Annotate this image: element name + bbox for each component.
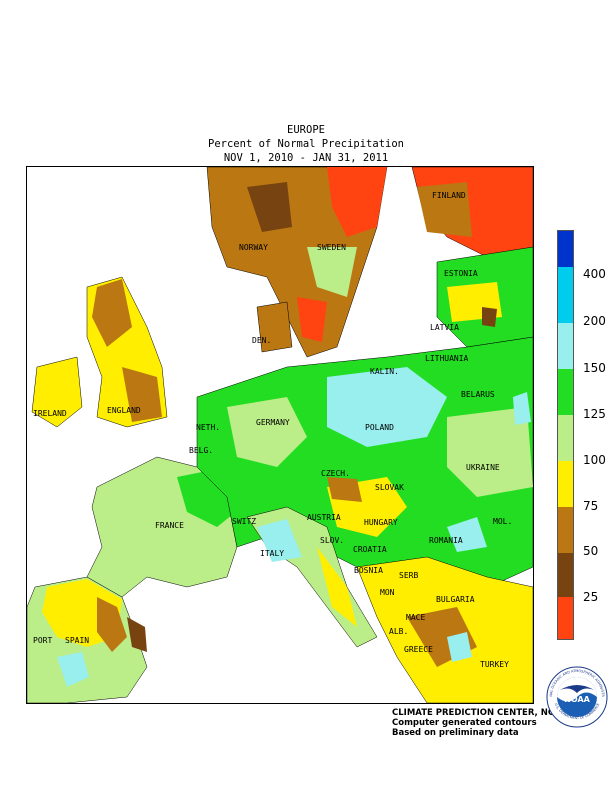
label-norway: NORWAY <box>239 243 268 252</box>
label-romania: ROMANIA <box>429 536 463 545</box>
zone-iberia-brown <box>97 597 127 652</box>
zone-poland-cyan <box>327 367 447 447</box>
label-neth: NETH. <box>196 423 221 432</box>
label-finland: FINLAND <box>432 191 466 200</box>
label-alb: ALB. <box>389 627 409 636</box>
zone-greece-cyan <box>447 632 472 662</box>
label-sweden: SWEDEN <box>317 243 346 252</box>
label-poland: POLAND <box>365 423 394 432</box>
label-germany: GERMANY <box>256 418 290 427</box>
label-greece: GREECE <box>404 645 433 654</box>
legend-swatch-50-75 <box>558 507 573 553</box>
label-belarus: BELARUS <box>461 390 495 399</box>
zone-italy-yellow <box>317 547 357 627</box>
label-latvia: LATVIA <box>430 323 459 332</box>
zone-italy-cyan <box>257 519 302 562</box>
legend-label-150: 150 <box>583 361 606 375</box>
label-ukraine: UKRAINE <box>466 463 500 472</box>
label-port: PORT <box>33 636 53 645</box>
label-austria: AUSTRIA <box>307 513 341 522</box>
noaa-logo-text: NOAA <box>564 695 590 704</box>
legend-label-100: 100 <box>583 453 606 467</box>
map-period-title: NOV 1, 2010 - JAN 31, 2011 <box>223 152 389 164</box>
label-mace: MACE <box>406 613 426 622</box>
zone-iberia-cyan <box>57 652 89 687</box>
label-mon: MON <box>380 588 395 597</box>
zone-finland-brown <box>417 182 472 237</box>
label-croatia: CROATIA <box>353 545 387 554</box>
label-slov: SLOV. <box>320 536 345 545</box>
label-hungary: HUNGARY <box>364 518 398 527</box>
label-switz: SWITZ <box>232 517 257 526</box>
zone-britain-brown <box>92 279 132 347</box>
zone-iberia-darkbrown <box>127 617 147 652</box>
zone-sweden-red <box>327 167 387 237</box>
credit-method: Computer generated contours <box>392 718 537 728</box>
legend-swatch-75-100 <box>558 461 573 507</box>
label-bulgaria: BULGARIA <box>436 595 475 604</box>
label-kalin: KALIN. <box>370 367 399 376</box>
label-italy: ITALY <box>260 549 285 558</box>
label-belg: BELG. <box>189 446 214 455</box>
credit-source: CLIMATE PREDICTION CENTER, NOAA <box>392 708 568 718</box>
legend-swatch-100-125 <box>558 415 573 461</box>
zone-sweden-red-south <box>297 297 327 342</box>
legend-label-75: 75 <box>583 499 599 513</box>
legend-swatch-25-50 <box>558 553 573 597</box>
label-slovak: SLOVAK <box>375 483 404 492</box>
zone-belarus-cyan <box>513 392 531 425</box>
label-czech: CZECH. <box>321 469 350 478</box>
zone-sweden-light <box>307 247 357 297</box>
legend-swatch-below-25 <box>558 597 573 639</box>
label-serb: SERB <box>399 571 419 580</box>
zone-ukraine-light <box>447 407 533 497</box>
legend-label-50: 50 <box>583 544 599 558</box>
zone-austria-brown <box>327 477 362 502</box>
land-ireland <box>31 356 83 428</box>
label-lithuania: LITHUANIA <box>425 354 469 363</box>
precipitation-map: NORWAY SWEDEN FINLAND ESTONIA LATVIA LIT… <box>26 166 534 704</box>
legend-color-bar <box>557 230 574 640</box>
legend-swatch-150-200 <box>558 323 573 369</box>
label-ireland: IRELAND <box>33 409 67 418</box>
noaa-logo: NOAA NATIONAL OCEANIC AND ATMOSPHERIC AD… <box>546 666 608 728</box>
label-france: FRANCE <box>155 521 184 530</box>
legend-label-400: 400 <box>583 267 606 281</box>
legend-swatch-above-400 <box>558 231 573 267</box>
label-den: DEN. <box>252 336 272 345</box>
zone-romania-cyan <box>447 517 487 552</box>
zone-latvia-darkbrown <box>482 307 497 327</box>
credit-data-note: Based on preliminary data <box>392 728 519 738</box>
map-region-title: EUROPE <box>287 124 325 136</box>
legend-swatch-125-150 <box>558 369 573 415</box>
label-mol: MOL. <box>493 517 513 526</box>
label-estonia: ESTONIA <box>444 269 478 278</box>
map-product-title: Percent of Normal Precipitation <box>208 138 404 150</box>
legend-label-25: 25 <box>583 590 599 604</box>
zone-england-brown <box>122 367 162 422</box>
zone-denmark <box>256 301 293 353</box>
legend-label-200: 200 <box>583 314 606 328</box>
zone-germany-light <box>227 397 307 467</box>
label-turkey: TURKEY <box>480 660 509 669</box>
legend-label-125: 125 <box>583 407 606 421</box>
zone-norway-darkbrown <box>247 182 292 232</box>
label-england: ENGLAND <box>107 406 141 415</box>
label-bosnia: BOSNIA <box>354 566 383 575</box>
legend-swatch-200-400 <box>558 267 573 323</box>
label-spain: SPAIN <box>65 636 90 645</box>
precipitation-map-svg <box>27 167 533 703</box>
